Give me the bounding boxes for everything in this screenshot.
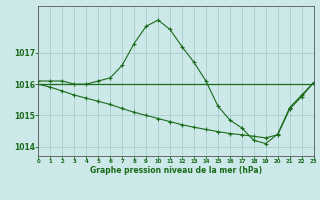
X-axis label: Graphe pression niveau de la mer (hPa): Graphe pression niveau de la mer (hPa): [90, 166, 262, 175]
